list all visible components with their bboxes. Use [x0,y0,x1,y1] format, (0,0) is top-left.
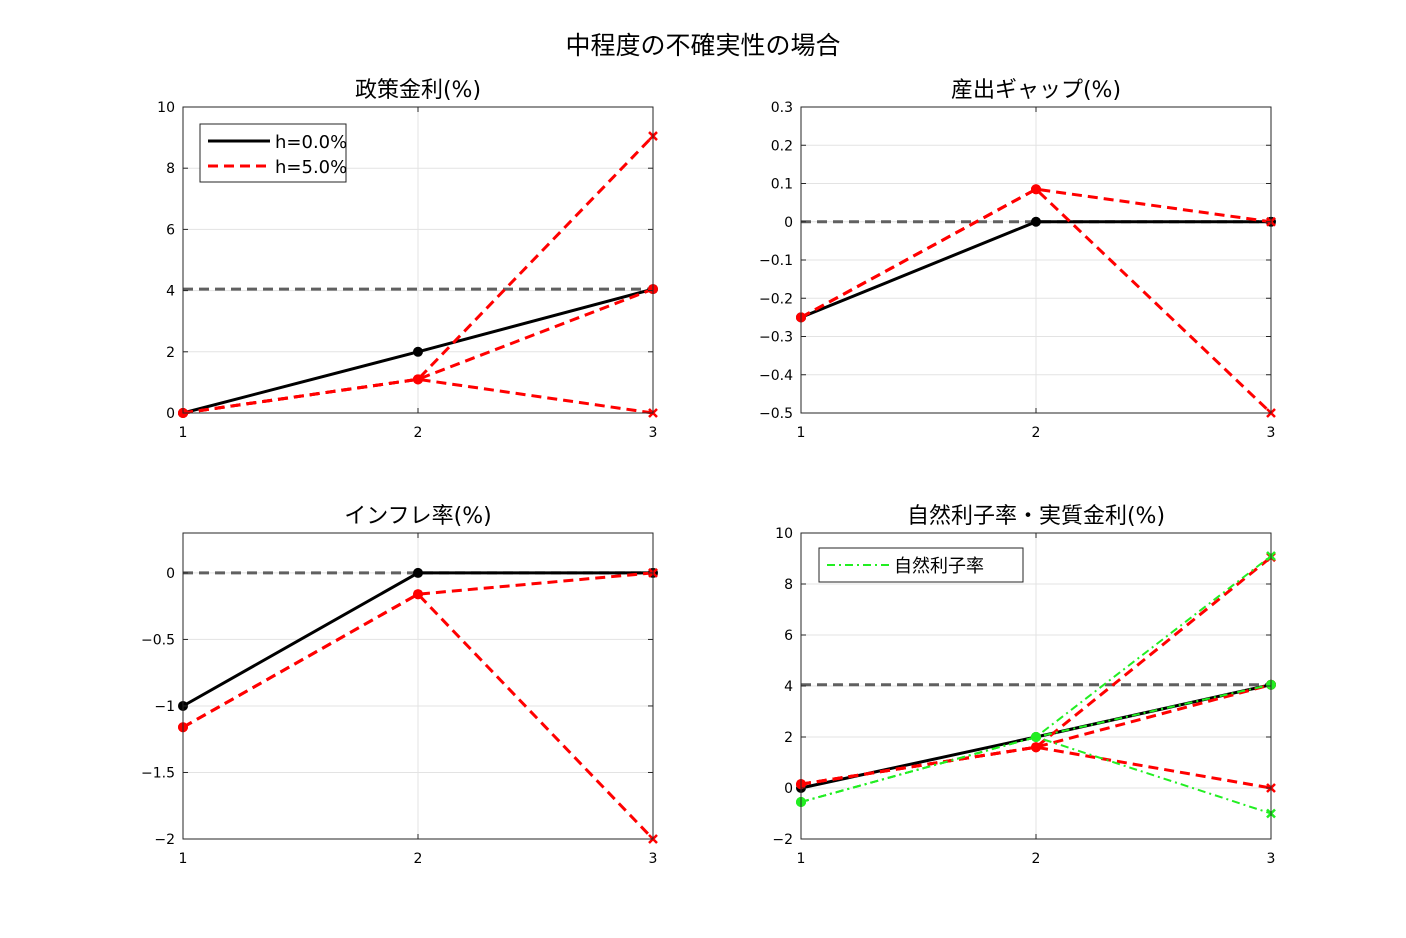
series-line-1 [182,287,654,415]
y-tick-label: 2 [166,345,175,361]
y-tick-label: 6 [166,222,175,238]
series-line-1 [800,187,1273,415]
panel-output-gap: −0.5 −0.4 −0.3 −0.2 −0.1 0 0.1 0.2 0.3 1 2 3 産出ギャップ(… [759,78,1276,441]
x-tick-label: 1 [179,851,188,867]
legend: 自然利子率 [818,547,1024,583]
y-tick-label: 0.3 [771,100,793,116]
series-line-1 [800,556,1272,786]
x-tick-label: 2 [414,425,423,441]
x-tick-label: 2 [1032,425,1041,441]
panel-title: 産出ギャップ(%) [951,78,1121,103]
y-tick-label: −0.3 [759,330,793,346]
y-tick-label: −0.5 [759,406,793,422]
x-tick-label: 1 [797,425,806,441]
x-tick-label: 2 [1032,851,1041,867]
y-tick-label: −2 [154,832,175,848]
y-tick-label: 6 [784,628,793,644]
data-point [413,567,423,578]
y-tick-label: 2 [784,730,793,746]
y-tick-label: −0.1 [759,253,793,269]
data-point [1031,216,1041,227]
y-tick-label: 10 [157,100,175,116]
legend-box [199,123,347,183]
x-tick-label: 3 [649,851,658,867]
y-tick-label: −0.5 [141,632,175,648]
x-tick-label: 3 [649,425,658,441]
data-point [413,374,423,385]
y-tick-label: 0 [166,566,175,582]
y-tick-label: 8 [784,577,793,593]
series-line-1 [182,592,655,841]
series-line-2 [800,736,1272,815]
x-tick-label: 3 [1267,425,1276,441]
data-point [1031,732,1041,742]
data-point [413,346,423,357]
y-tick-label: −0.2 [759,291,793,307]
y-tick-label: −2 [772,832,793,848]
y-tick-label: 10 [775,526,793,542]
data-point [1031,184,1041,195]
y-tick-label: 4 [166,284,175,300]
data-point [413,589,423,600]
legend-label: 自然利子率 [894,556,984,577]
figure-title: 中程度の不確実性の場合 [565,31,840,60]
legend: h=0.0% h=5.0% [199,123,347,183]
panel-title: インフレ率(%) [344,504,491,529]
x-tick-label: 3 [1267,851,1276,867]
y-tick-label: −1.5 [141,765,175,781]
y-tick-label: 0.2 [771,138,793,154]
x-tick-label: 2 [414,851,423,867]
series-line-1 [800,683,1272,786]
y-tick-label: −1 [154,699,175,715]
panel-title: 政策金利(%) [355,78,481,103]
y-tick-label: 0 [166,406,175,422]
panel-title: 自然利子率・実質金利(%) [907,504,1165,529]
legend-label: h=5.0% [275,157,347,178]
y-tick-label: 4 [784,679,793,695]
y-tick-label: −0.4 [759,368,793,384]
y-tick-label: 0.1 [771,177,793,193]
y-tick-label: 0 [784,215,793,231]
y-tick-label: 8 [166,161,175,177]
y-tick-label: 0 [784,781,793,797]
x-tick-label: 1 [179,425,188,441]
data-point [1031,742,1041,753]
x-tick-label: 1 [797,851,806,867]
legend-label: h=0.0% [275,132,347,153]
panel-inflation: −2 −1.5 −1 −0.5 0 1 2 3 インフレ率(%) [141,504,658,867]
